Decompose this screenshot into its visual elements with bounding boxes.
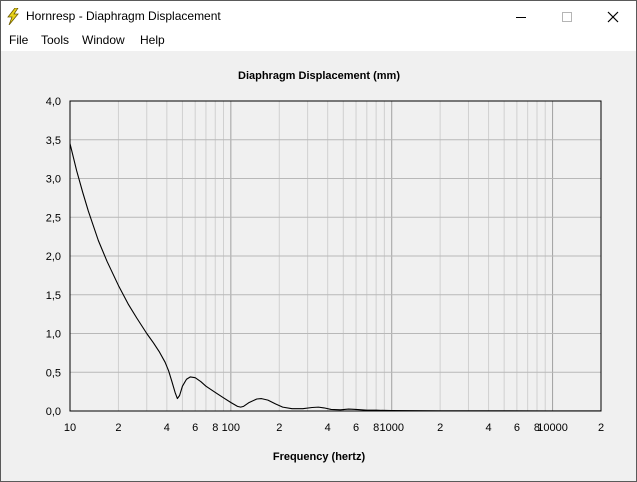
menu-help[interactable]: Help [140,33,165,47]
y-tick-label: 1,0 [46,329,61,341]
y-tick-label: 3,0 [46,174,61,186]
series-line-0 [69,143,601,412]
x-tick-label: 10000 [537,422,568,434]
maximize-button[interactable] [544,1,590,32]
x-tick-label: 8 [534,422,540,434]
y-tick-label: 2,5 [46,212,61,224]
lightning-bolt-icon[interactable] [6,8,20,25]
y-tick-label: 3,5 [46,135,61,147]
chart-area: Diaphragm Displacement (mm) Frequency (h… [1,51,636,481]
x-tick-label: 2 [598,422,604,434]
x-tick-label: 6 [514,422,520,434]
x-tick-label: 8 [212,422,218,434]
menu-window[interactable]: Window [82,33,125,47]
maximize-icon [562,11,572,22]
y-tick-label: 2,0 [46,251,61,263]
x-tick-label: 2 [276,422,282,434]
close-button[interactable] [590,1,636,32]
menu-bar: File Tools Window Help [1,32,636,51]
close-icon [607,11,619,22]
minimize-button[interactable] [498,1,544,32]
minimize-icon [516,16,526,18]
y-tick-label: 0,5 [46,367,61,379]
x-tick-label: 10 [64,422,76,434]
y-tick-label: 4,0 [46,96,61,108]
y-tick-label: 0,0 [46,406,61,418]
window-title: Hornresp - Diaphragm Displacement [26,9,221,23]
x-axis-label: Frequency (hertz) [273,451,366,463]
x-tick-label: 100 [222,422,240,434]
x-tick-label: 8 [373,422,379,434]
x-tick-label: 6 [192,422,198,434]
plot-frame [69,100,602,412]
x-tick-label: 2 [115,422,121,434]
chart-title: Diaphragm Displacement (mm) [238,70,400,82]
displacement-chart: Diaphragm Displacement (mm) Frequency (h… [46,70,604,463]
title-bar[interactable]: Hornresp - Diaphragm Displacement [1,1,636,32]
x-tick-label: 6 [353,422,359,434]
x-tick-label: 4 [164,422,170,434]
x-tick-label: 4 [486,422,492,434]
x-tick-label: 2 [437,422,443,434]
series-group [69,143,601,412]
x-tick-label: 1000 [379,422,403,434]
grid [70,101,601,411]
menu-tools[interactable]: Tools [41,33,70,47]
x-tick-label: 4 [325,422,331,434]
y-axis: 4,0 3,5 3,0 2,5 2,0 1,5 1,0 0,5 0,0 [46,96,61,418]
y-tick-label: 1,5 [46,290,61,302]
menu-file[interactable]: File [9,33,29,47]
